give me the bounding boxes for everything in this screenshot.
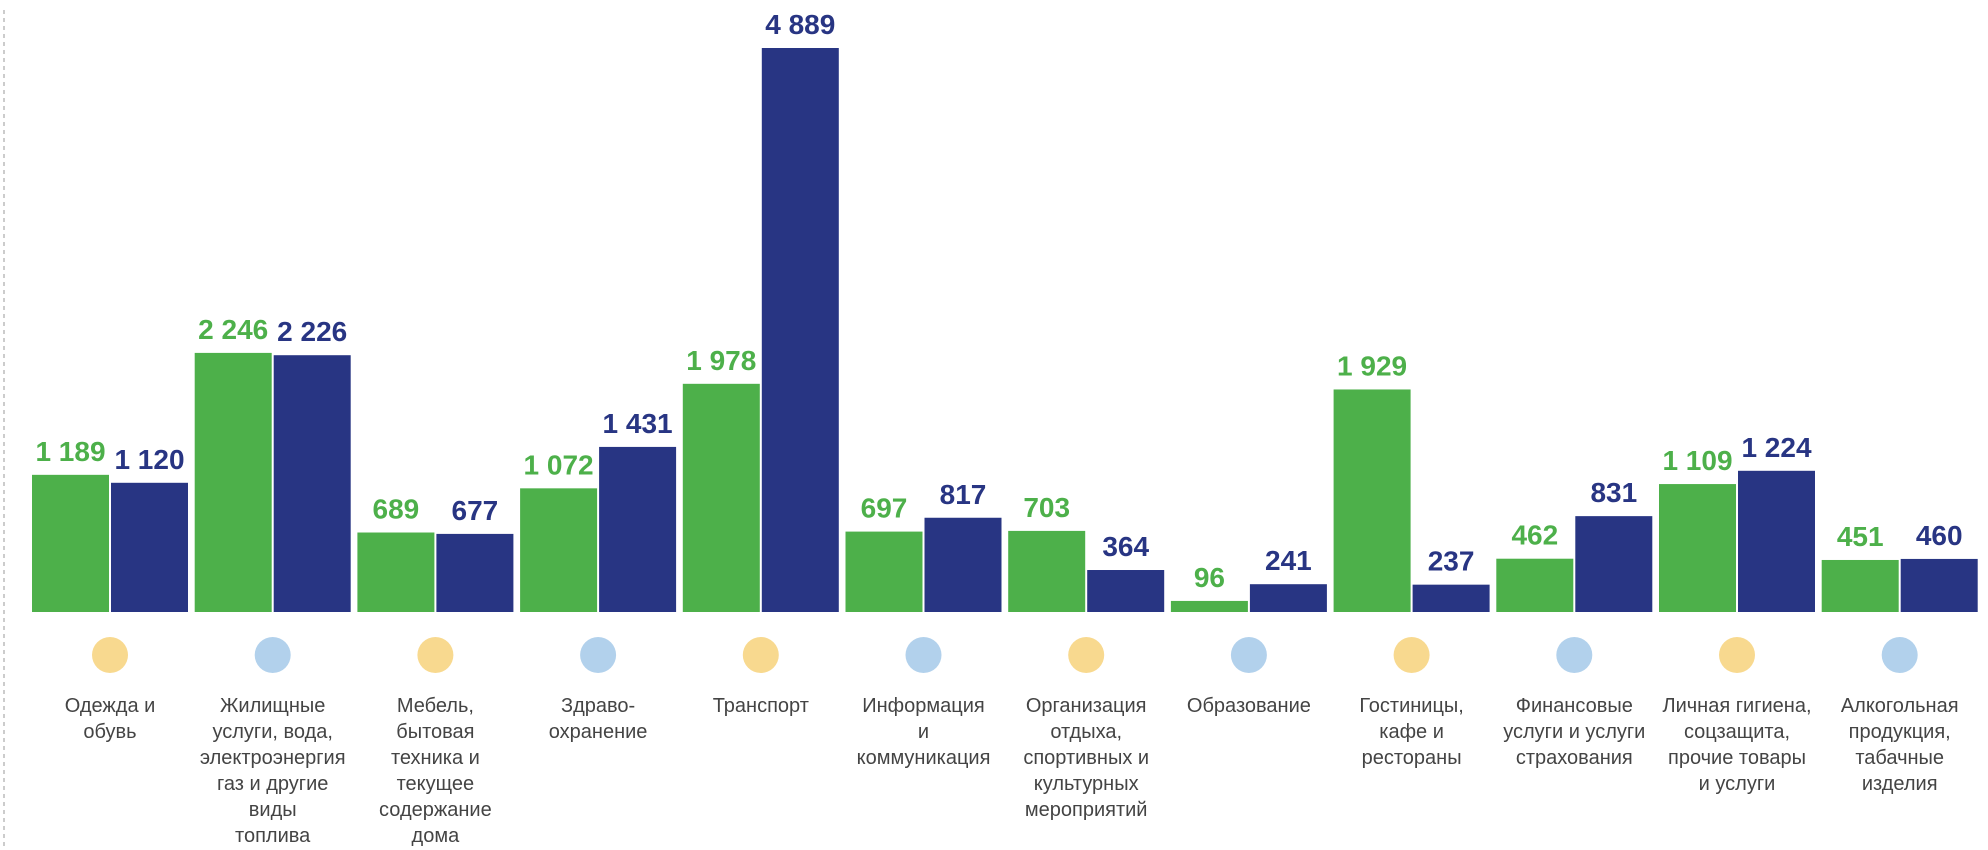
- bar: [683, 384, 760, 612]
- value-label: 697: [861, 493, 908, 524]
- category-icon: [417, 637, 453, 673]
- value-label: 237: [1428, 546, 1475, 577]
- bar: [1087, 570, 1164, 612]
- bar: [599, 447, 676, 612]
- value-label: 677: [452, 495, 499, 526]
- value-label: 2 246: [198, 314, 268, 345]
- bar: [1822, 560, 1899, 612]
- category-icon: [1394, 637, 1430, 673]
- category-icon: [580, 637, 616, 673]
- category-label: Алкогольная продукция, табачные изделия: [1820, 693, 1980, 797]
- value-label: 1 929: [1337, 350, 1407, 381]
- value-label: 364: [1102, 531, 1149, 562]
- bar: [1496, 559, 1573, 612]
- category-icon: [1231, 637, 1267, 673]
- category-label: Гостиницы, кафе и рестораны: [1332, 693, 1492, 771]
- value-label: 1 978: [686, 345, 756, 376]
- value-label: 1 109: [1662, 445, 1732, 476]
- bar: [762, 48, 839, 612]
- category-label: Мебель, бытовая техника и текущее содерж…: [355, 693, 515, 849]
- bar: [1250, 584, 1327, 612]
- bar: [274, 355, 351, 612]
- bar: [195, 353, 272, 612]
- category-label: Транспорт: [681, 693, 841, 719]
- chart: 1 189 1 120 2 246 2 226 689 677 1 072 1 431 1 97…: [0, 0, 1988, 850]
- value-label: 703: [1023, 492, 1070, 523]
- bar: [1575, 516, 1652, 612]
- bar: [925, 518, 1002, 612]
- value-label: 1 072: [524, 449, 594, 480]
- bar: [32, 475, 109, 612]
- value-label: 4 889: [765, 9, 835, 40]
- bar: [1334, 389, 1411, 612]
- category-icon: [1556, 637, 1592, 673]
- value-label: 1 189: [35, 436, 105, 467]
- category-label: Образование: [1169, 693, 1329, 719]
- value-label: 1 120: [114, 444, 184, 475]
- bar: [1008, 531, 1085, 612]
- value-label: 1 224: [1741, 432, 1811, 463]
- bar: [357, 533, 434, 612]
- value-label: 817: [940, 479, 987, 510]
- category-icon: [255, 637, 291, 673]
- category-label: Личная гигиена, соцзащита, прочие товары…: [1657, 693, 1817, 797]
- bar: [1738, 471, 1815, 612]
- value-label: 689: [373, 494, 420, 525]
- value-label: 241: [1265, 545, 1312, 576]
- bar: [520, 488, 597, 612]
- value-label: 460: [1916, 520, 1963, 551]
- bar: [111, 483, 188, 612]
- value-label: 2 226: [277, 316, 347, 347]
- category-icon: [743, 637, 779, 673]
- bar: [1659, 484, 1736, 612]
- value-label: 462: [1511, 520, 1558, 551]
- category-icon: [1719, 637, 1755, 673]
- value-label: 451: [1837, 521, 1884, 552]
- bar: [1171, 601, 1248, 612]
- category-label: Одежда и обувь: [30, 693, 190, 745]
- category-icon: [1068, 637, 1104, 673]
- category-label: Информация и коммуникация: [844, 693, 1004, 771]
- category-label: Финансовые услуги и услуги страхования: [1494, 693, 1654, 771]
- bar: [436, 534, 513, 612]
- category-icon: [1882, 637, 1918, 673]
- category-icon: [906, 637, 942, 673]
- value-label: 1 431: [603, 408, 673, 439]
- category-icon: [92, 637, 128, 673]
- bar: [1901, 559, 1978, 612]
- bar: [846, 532, 923, 612]
- value-label: 831: [1590, 477, 1637, 508]
- value-label: 96: [1194, 562, 1225, 593]
- category-label: Организация отдыха, спортивных и культур…: [1006, 693, 1166, 823]
- bar: [1413, 585, 1490, 612]
- category-label: Жилищные услуги, вода, электроэнергия га…: [193, 693, 353, 849]
- category-label: Здраво- охранение: [518, 693, 678, 745]
